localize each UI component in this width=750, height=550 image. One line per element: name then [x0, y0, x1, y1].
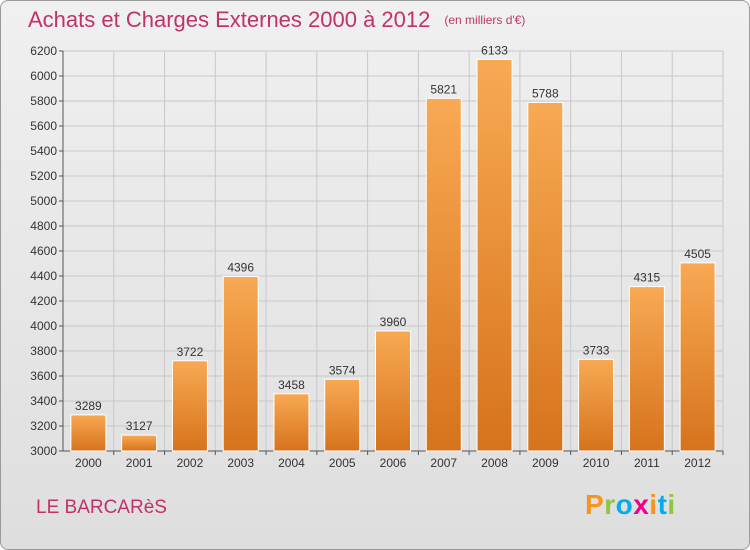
data-label: 3722 [177, 345, 204, 359]
x-tick-label: 2008 [481, 456, 508, 470]
data-label: 3458 [278, 378, 305, 392]
data-labels: 3289 3127 3722 4396 3458 3574 3960 5821 6133 5788… [75, 43, 711, 433]
logo-letter: i [667, 489, 676, 520]
y-tick-label: 3600 [30, 369, 57, 383]
data-label: 3960 [380, 315, 407, 329]
logo-letter: t [657, 489, 668, 520]
y-tick-label: 3800 [30, 344, 57, 358]
chart-title: Achats et Charges Externes 2000 à 2012 (e… [28, 7, 525, 33]
data-label: 3733 [583, 343, 610, 357]
x-tick-label: 2011 [634, 456, 660, 470]
chart-subtitle: (en milliers d'€) [444, 13, 526, 27]
y-tick-label: 4000 [30, 319, 57, 333]
y-tick-label: 5600 [30, 119, 57, 133]
bar [121, 434, 158, 452]
data-label: 4505 [684, 247, 711, 261]
y-tick-label: 3000 [30, 444, 57, 458]
logo-letter: r [604, 489, 616, 520]
data-label: 3289 [75, 399, 102, 413]
x-tick-label: 2005 [329, 456, 356, 470]
y-tick-label: 4200 [30, 294, 57, 308]
logo-letter: P [585, 489, 605, 520]
data-label: 4396 [227, 261, 254, 275]
bar [425, 97, 462, 452]
place-name: LE BARCARèS [36, 497, 167, 518]
logo-letter: i [649, 489, 658, 520]
x-tick-label: 2012 [684, 456, 711, 470]
bar [679, 262, 716, 452]
bar [70, 414, 107, 452]
y-tick-label: 4400 [30, 269, 57, 283]
x-tick-label: 2004 [278, 456, 305, 470]
y-tick-label: 5800 [30, 94, 57, 108]
logo-letter: o [615, 489, 634, 520]
x-tick-label: 2000 [75, 456, 102, 470]
x-tick-label: 2006 [380, 456, 407, 470]
y-tick-label: 5400 [30, 144, 57, 158]
y-tick-label: 5000 [30, 194, 57, 208]
y-tick-label: 6000 [30, 69, 57, 83]
data-label: 3574 [329, 363, 356, 377]
x-tick-label: 2001 [126, 456, 153, 470]
axes: 3000 3200 3400 3600 3800 4000 4200 4400 4600 4800… [30, 44, 724, 470]
bar [324, 378, 361, 452]
y-tick-label: 5200 [30, 169, 57, 183]
logo-letter: x [633, 489, 650, 520]
y-tick-label: 6200 [30, 44, 57, 58]
chart-title-text: Achats et Charges Externes 2000 à 2012 [28, 7, 431, 32]
y-tick-label: 3200 [30, 419, 57, 433]
bar [476, 58, 513, 452]
y-tick-label: 4800 [30, 219, 57, 233]
data-label: 4315 [633, 271, 660, 285]
data-label: 5788 [532, 87, 559, 101]
bar [578, 358, 615, 452]
data-label: 3127 [126, 419, 153, 433]
x-tick-label: 2009 [532, 456, 559, 470]
bar [628, 286, 665, 452]
data-label: 5821 [430, 82, 457, 96]
bar [171, 360, 208, 452]
x-tick-label: 2007 [430, 456, 457, 470]
bars [70, 58, 716, 452]
y-tick-label: 3400 [30, 394, 57, 408]
y-tick-label: 4600 [30, 244, 57, 258]
bar [222, 276, 259, 452]
x-tick-label: 2010 [583, 456, 610, 470]
bar [375, 330, 411, 452]
x-tick-label: 2002 [177, 456, 204, 470]
proxiti-logo: Proxiti [585, 489, 676, 521]
x-tick-label: 2003 [227, 456, 254, 470]
data-label: 6133 [481, 43, 508, 57]
bar [273, 393, 310, 452]
bar [527, 102, 564, 452]
